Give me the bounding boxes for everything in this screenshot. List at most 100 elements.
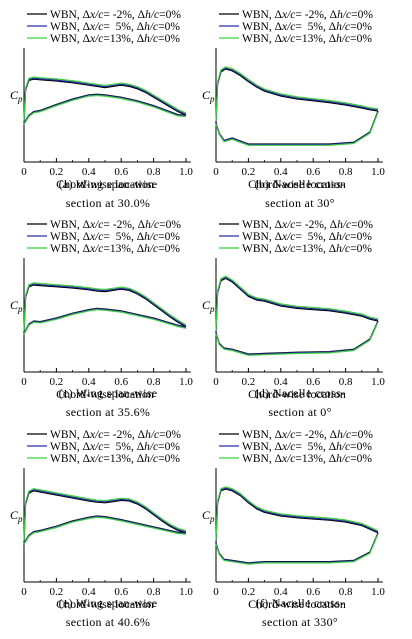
caption-e: (e) Wing span-wise section at 40.6% [8, 594, 208, 632]
cp-curve-lower-case-2 [215, 111, 379, 146]
cp-curve-lower-case-2 [23, 515, 187, 544]
x-tick-label: 0 [21, 586, 27, 598]
cp-curve-upper-case-2 [215, 276, 379, 333]
legend-d: WBN, Δx/c= -2%, Δh/c=0%WBN, Δx/c= 5%, Δh… [219, 219, 373, 255]
legend-entry: WBN, Δx/c=13%, Δh/c=0% [242, 243, 372, 255]
x-tick-label: 0.6 [306, 166, 320, 178]
y-axis-label: Cp [10, 88, 23, 104]
cp-curve-upper-case-2 [215, 67, 379, 123]
legend-entry: WBN, Δx/c= -2%, Δh/c=0% [50, 219, 181, 231]
x-tick-label: 0.2 [50, 376, 64, 388]
x-tick-label: 1.0 [371, 376, 385, 388]
y-axis-label: Cp [10, 508, 23, 524]
x-tick-label: 0.8 [339, 586, 353, 598]
legend-entry: WBN, Δx/c= -2%, Δh/c=0% [50, 9, 181, 21]
legend-entry: WBN, Δx/c=13%, Δh/c=0% [242, 453, 372, 465]
cp-curve-upper-case-1 [23, 78, 187, 124]
cp-curve-lower-case-1 [215, 532, 379, 564]
cp-curve-upper-case-3 [215, 275, 379, 331]
cp-curve-lower-case-3 [215, 322, 379, 356]
cp-curve-lower-case-2 [23, 308, 187, 334]
x-tick-label: 1.0 [179, 586, 193, 598]
x-axis-label: Chord-wise location [248, 597, 346, 611]
legend-entry: WBN, Δx/c= 5%, Δh/c=0% [50, 441, 180, 453]
caption-b-line2: section at 30° [265, 196, 335, 210]
cp-curve-upper-case-3 [23, 76, 187, 121]
legend-a: WBN, Δx/c= -2%, Δh/c=0%WBN, Δx/c= 5%, Δh… [27, 9, 181, 45]
x-tick-label: 0.8 [147, 376, 161, 388]
caption-a: (a) Wing span-wise section at 30.0% [8, 175, 208, 213]
x-tick-label: 0 [213, 166, 219, 178]
cp-curve-upper-case-3 [215, 486, 379, 541]
caption-e-line1: (e) Wing span-wise [58, 596, 158, 610]
caption-f: (f) Nacelle cross- section at 330° [200, 594, 400, 632]
legend-e: WBN, Δx/c= -2%, Δh/c=0%WBN, Δx/c= 5%, Δh… [27, 429, 181, 465]
x-tick-label: 0.2 [242, 586, 256, 598]
cp-curve-lower-case-3 [23, 94, 187, 125]
legend-entry: WBN, Δx/c=13%, Δh/c=0% [50, 33, 180, 45]
cp-curve-upper-case-1 [215, 277, 379, 334]
x-tick-label: 0.8 [339, 376, 353, 388]
cp-curve-lower-case-3 [23, 309, 187, 335]
x-tick-label: 0.4 [274, 586, 288, 598]
x-tick-label: 0.4 [274, 376, 288, 388]
cp-curve-lower-case-2 [23, 94, 187, 124]
legend-entry: WBN, Δx/c=13%, Δh/c=0% [50, 243, 180, 255]
x-tick-label: 1.0 [371, 166, 385, 178]
x-tick-label: 0.8 [147, 586, 161, 598]
x-tick-label: 0 [21, 376, 27, 388]
legend-entry: WBN, Δx/c= 5%, Δh/c=0% [242, 441, 372, 453]
x-tick-label: 0.6 [114, 586, 128, 598]
chart-panel-b: WBN, Δx/c= -2%, Δh/c=0%WBN, Δx/c= 5%, Δh… [202, 9, 385, 191]
x-tick-label: 0 [213, 586, 219, 598]
cp-curve-upper-case-2 [23, 283, 187, 333]
legend-entry: WBN, Δx/c=13%, Δh/c=0% [242, 33, 372, 45]
x-tick-label: 0 [21, 166, 27, 178]
cp-curve-lower-case-3 [215, 112, 379, 146]
cp-curve-lower-case-3 [215, 533, 379, 565]
chart-panel-e: WBN, Δx/c= -2%, Δh/c=0%WBN, Δx/c= 5%, Δh… [10, 429, 193, 611]
caption-d: (d) Nacelle cross- section at 0° [200, 384, 400, 422]
cp-curve-upper-case-1 [23, 490, 187, 544]
legend-c: WBN, Δx/c= -2%, Δh/c=0%WBN, Δx/c= 5%, Δh… [27, 219, 181, 255]
x-axis-label: Chord-wise location [56, 177, 154, 191]
caption-a-line2: section at 30.0% [65, 196, 151, 210]
y-axis-label: Cp [202, 508, 215, 524]
x-tick-label: 1.0 [179, 166, 193, 178]
legend-entry: WBN, Δx/c= 5%, Δh/c=0% [50, 231, 180, 243]
x-tick-label: 0.2 [50, 166, 64, 178]
legend-b: WBN, Δx/c= -2%, Δh/c=0%WBN, Δx/c= 5%, Δh… [219, 9, 373, 45]
x-axis-label: Chord-wise location [56, 597, 154, 611]
x-tick-label: 0.4 [82, 586, 96, 598]
cp-curve-upper-case-2 [23, 489, 187, 543]
x-tick-label: 0.4 [82, 376, 96, 388]
cp-curve-upper-case-3 [23, 282, 187, 331]
caption-a-line1: (a) Wing span-wise [58, 177, 158, 191]
x-axis-label: Chord-wise location [248, 177, 346, 191]
x-axis-label: Chord-wise location [56, 387, 154, 401]
caption-f-line1: (f) Nacelle cross- [255, 596, 345, 610]
chart-panel-c: WBN, Δx/c= -2%, Δh/c=0%WBN, Δx/c= 5%, Δh… [10, 219, 193, 401]
cp-curve-lower-case-3 [23, 516, 187, 545]
caption-f-line2: section at 330° [262, 615, 338, 629]
x-tick-label: 0.4 [274, 166, 288, 178]
x-tick-label: 0.2 [242, 166, 256, 178]
x-tick-label: 0.6 [306, 376, 320, 388]
caption-e-line2: section at 40.6% [65, 615, 151, 629]
cp-curve-upper-case-2 [23, 77, 187, 123]
chart-panel-d: WBN, Δx/c= -2%, Δh/c=0%WBN, Δx/c= 5%, Δh… [202, 219, 385, 401]
cp-curve-upper-case-3 [215, 66, 379, 121]
chart-panel-a: WBN, Δx/c= -2%, Δh/c=0%WBN, Δx/c= 5%, Δh… [10, 9, 193, 191]
cp-curve-upper-case-1 [215, 68, 379, 124]
legend-f: WBN, Δx/c= -2%, Δh/c=0%WBN, Δx/c= 5%, Δh… [219, 429, 373, 465]
x-tick-label: 0.2 [242, 376, 256, 388]
caption-d-line2: section at 0° [268, 405, 332, 419]
y-axis-label: Cp [202, 298, 215, 314]
x-tick-label: 0.8 [339, 166, 353, 178]
y-axis-label: Cp [202, 88, 215, 104]
caption-c: (c) Wing span-wise section at 35.6% [8, 384, 208, 422]
chart-panel-f: WBN, Δx/c= -2%, Δh/c=0%WBN, Δx/c= 5%, Δh… [202, 429, 385, 611]
x-tick-label: 0.6 [114, 166, 128, 178]
legend-entry: WBN, Δx/c= -2%, Δh/c=0% [242, 219, 373, 231]
